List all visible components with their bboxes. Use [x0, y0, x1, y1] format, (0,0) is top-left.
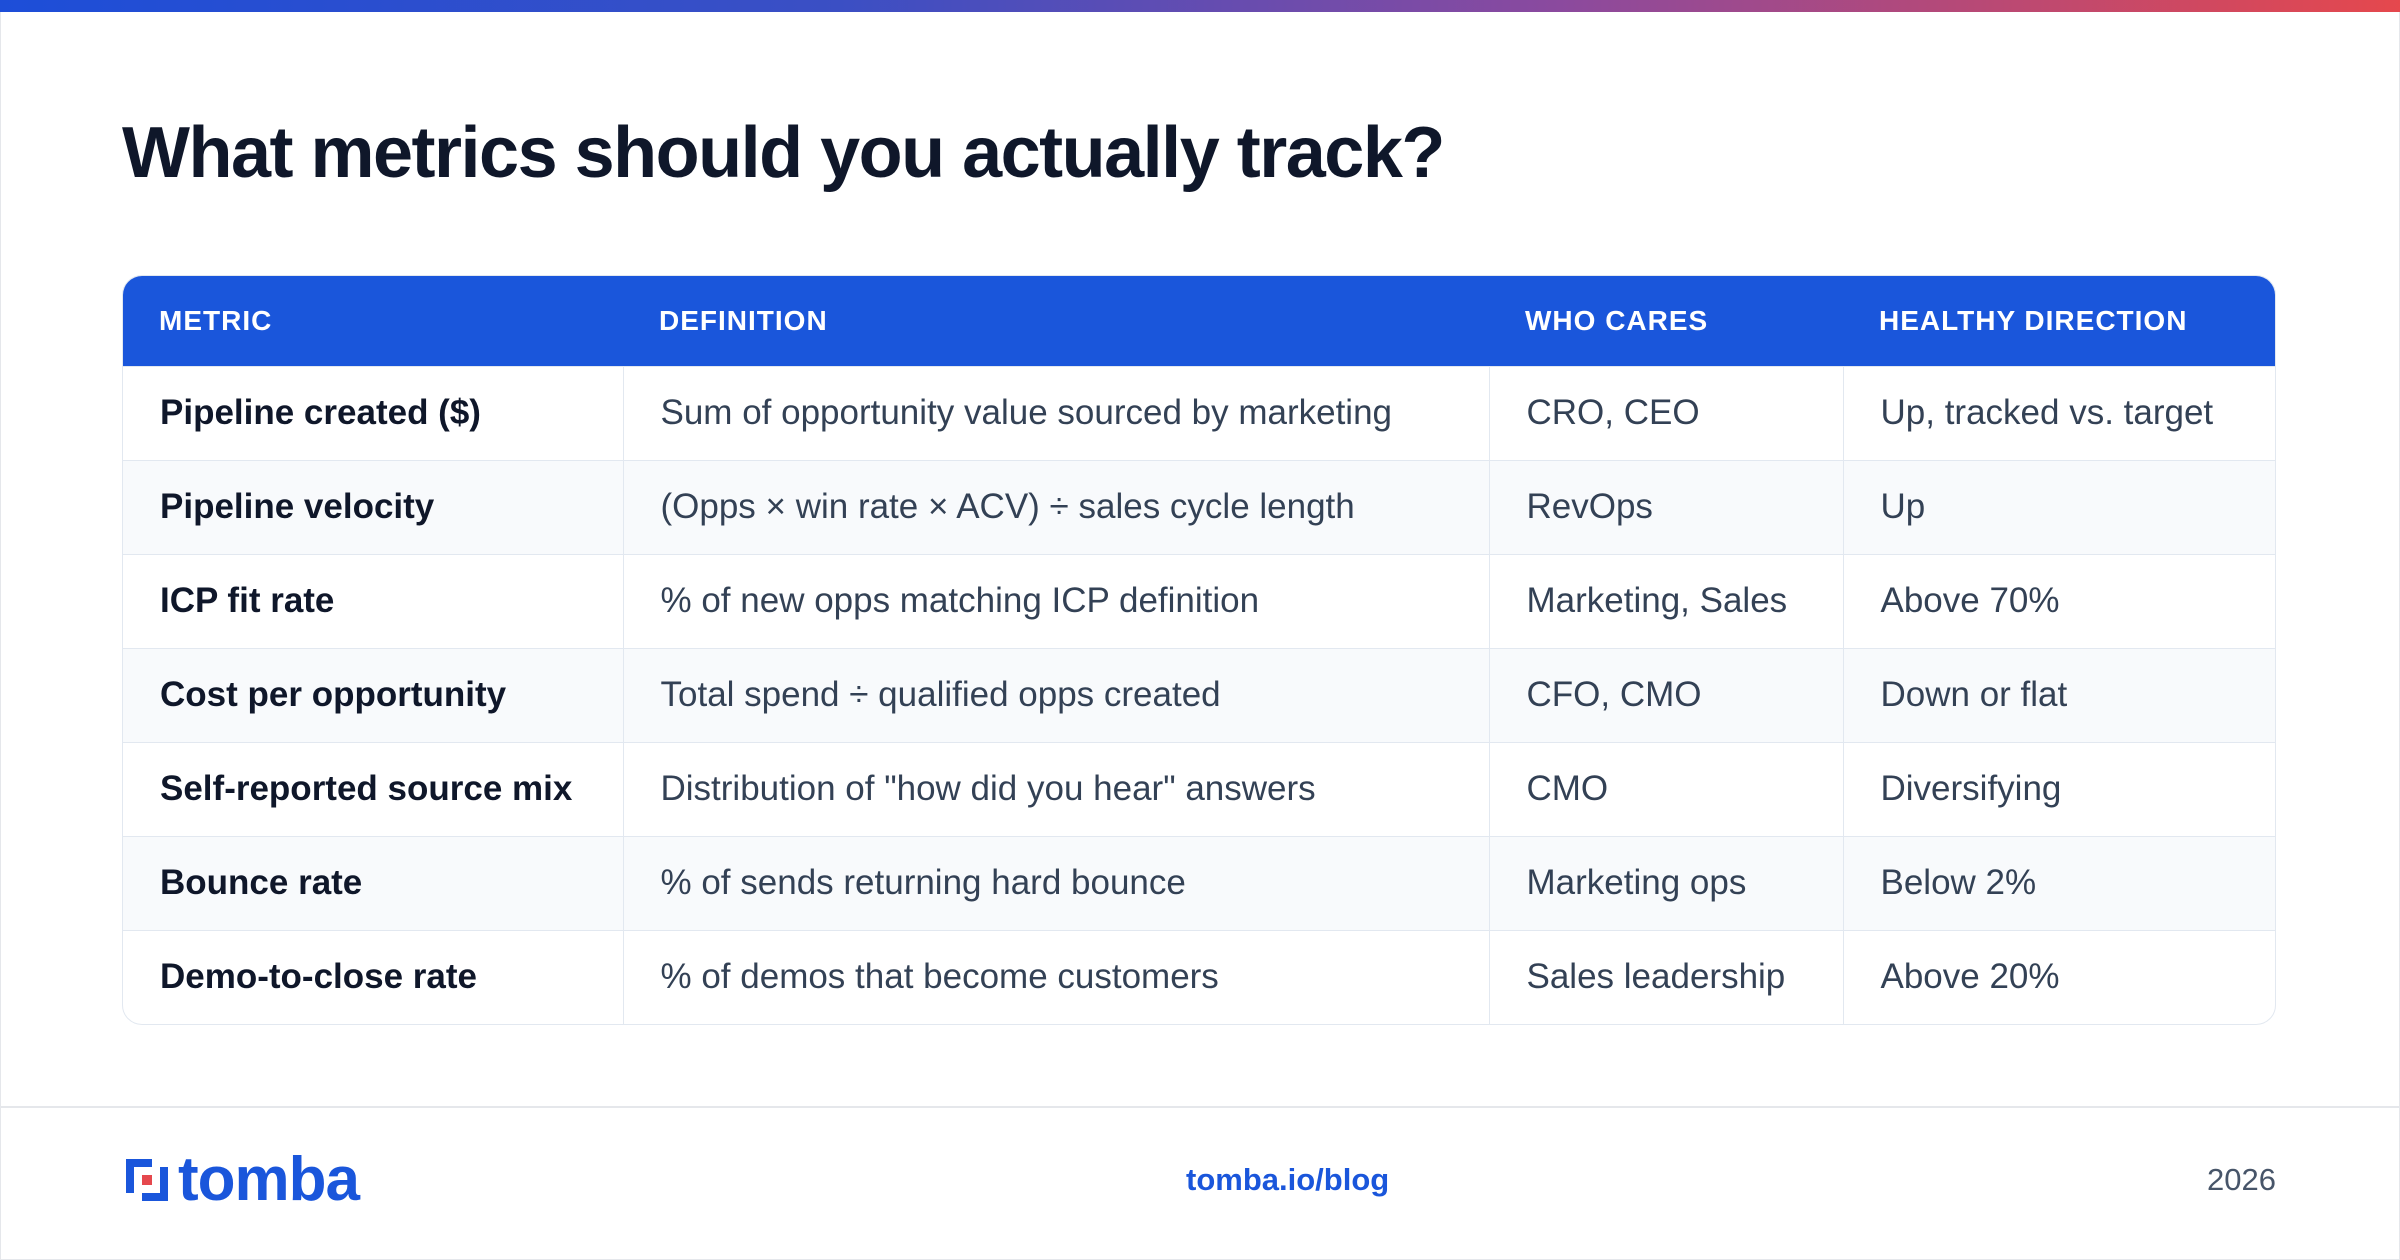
who-cares-cell: CRO, CEO [1488, 365, 1843, 460]
who-cares-cell: Sales leadership [1488, 929, 1843, 1024]
table-row: Cost per opportunity Total spend ÷ quali… [123, 647, 2275, 742]
footer-year: 2026 [2207, 1162, 2276, 1197]
direction-cell: Below 2% [1842, 835, 2275, 930]
blog-link[interactable]: tomba.io/blog [1186, 1162, 1390, 1197]
metrics-table-container: METRIC DEFINITION WHO CARES HEALTHY DIRE… [122, 275, 2276, 1025]
tomba-logo[interactable]: tomba [122, 1145, 360, 1214]
header-metric: METRIC [159, 304, 273, 336]
definition-cell: Total spend ÷ qualified opps created [622, 647, 1489, 742]
definition-cell: Distribution of "how did you hear" answe… [622, 741, 1489, 836]
who-cares-cell: CMO [1488, 741, 1843, 836]
definition-cell: Sum of opportunity value sourced by mark… [622, 365, 1489, 460]
who-cares-cell: CFO, CMO [1488, 647, 1843, 742]
table-header-row: METRIC DEFINITION WHO CARES HEALTHY DIRE… [123, 276, 2275, 366]
table-row: ICP fit rate % of new opps matching ICP … [123, 553, 2275, 648]
metric-cell: Pipeline created ($) [123, 365, 623, 460]
metric-cell: Cost per opportunity [123, 647, 623, 742]
table-row: Pipeline created ($) Sum of opportunity … [123, 365, 2275, 460]
header-who-cares: WHO CARES [1525, 304, 1709, 336]
direction-cell: Up [1842, 459, 2275, 554]
definition-cell: % of demos that become customers [622, 929, 1489, 1024]
table-row: Pipeline velocity (Opps × win rate × ACV… [123, 459, 2275, 554]
metric-cell: Bounce rate [123, 835, 623, 930]
metric-cell: Self-reported source mix [123, 741, 623, 836]
who-cares-cell: Marketing, Sales [1488, 553, 1843, 648]
logo-wordmark: tomba [178, 1145, 360, 1214]
metric-cell: Demo-to-close rate [123, 929, 623, 1024]
definition-cell: % of new opps matching ICP definition [622, 553, 1489, 648]
header-healthy-direction: HEALTHY DIRECTION [1879, 304, 2188, 336]
table-row: Bounce rate % of sends returning hard bo… [123, 835, 2275, 930]
table-row: Demo-to-close rate % of demos that becom… [123, 929, 2275, 1024]
who-cares-cell: Marketing ops [1488, 835, 1843, 930]
table-row: Self-reported source mix Distribution of… [123, 741, 2275, 836]
who-cares-cell: RevOps [1488, 459, 1843, 554]
direction-cell: Up, tracked vs. target [1842, 365, 2275, 460]
metric-cell: Pipeline velocity [123, 459, 623, 554]
metric-cell: ICP fit rate [123, 553, 623, 648]
gradient-top-bar [0, 0, 2400, 12]
tomba-logo-mark-icon [126, 1159, 168, 1201]
definition-cell: (Opps × win rate × ACV) ÷ sales cycle le… [622, 459, 1489, 554]
direction-cell: Down or flat [1842, 647, 2275, 742]
definition-cell: % of sends returning hard bounce [622, 835, 1489, 930]
direction-cell: Above 20% [1842, 929, 2275, 1024]
metrics-table: METRIC DEFINITION WHO CARES HEALTHY DIRE… [123, 276, 2275, 1024]
direction-cell: Diversifying [1842, 741, 2275, 836]
footer-divider [0, 1106, 2400, 1108]
page-title: What metrics should you actually track? [122, 113, 1445, 193]
direction-cell: Above 70% [1842, 553, 2275, 648]
header-definition: DEFINITION [659, 304, 828, 336]
